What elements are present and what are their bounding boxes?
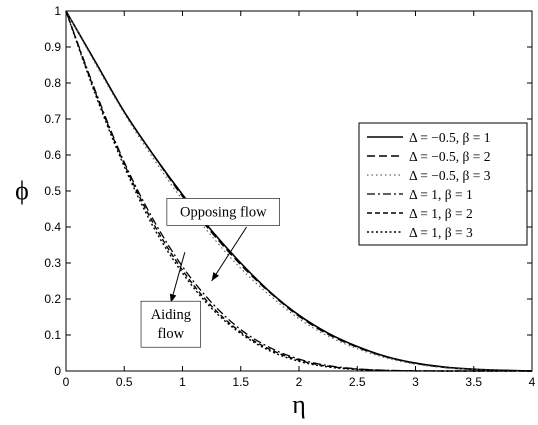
- x-tick-label: 4: [529, 375, 536, 389]
- annotation-1: Opposing flow: [166, 198, 280, 282]
- legend-label-1: Δ = −0.5, β = 1: [409, 130, 491, 145]
- legend-label-2: Δ = −0.5, β = 2: [409, 149, 491, 164]
- y-tick-label: 0.7: [44, 112, 61, 126]
- x-tick-label: 2: [296, 375, 303, 389]
- y-tick-label: 1: [54, 4, 61, 18]
- y-tick-label: 0.8: [44, 76, 61, 90]
- x-tick-label: 1.5: [232, 375, 249, 389]
- series-lines: [65, 10, 533, 372]
- axis-ticks: 0 0.5 1 1.5 2 2.5 3 3.5 4 0 0.1 0.2 0.3 0.4 0.5 0.6 0.7 0…: [44, 4, 535, 389]
- x-tick-label: 0: [63, 375, 70, 389]
- series-line-2: [65, 10, 533, 372]
- x-tick-label: 3: [412, 375, 419, 389]
- annotation-box: [166, 198, 280, 226]
- x-tick-label: 0.5: [116, 375, 133, 389]
- y-axis-label: ϕ: [15, 176, 29, 205]
- y-tick-label: 0.6: [44, 148, 61, 162]
- series-line-4: [65, 10, 532, 372]
- annotation-2: Aiding flow: [140, 252, 201, 348]
- annotation-arrow: [211, 226, 247, 282]
- annotation-arrow: [170, 252, 186, 303]
- annotation-text: Aiding: [151, 307, 191, 323]
- y-tick-label: 0.5: [44, 184, 61, 198]
- y-tick-label: 0: [54, 364, 61, 378]
- x-tick-label: 2.5: [349, 375, 366, 389]
- series-line-5: [65, 10, 532, 372]
- y-tick-label: 0.9: [44, 40, 61, 54]
- x-tick-label: 1: [179, 375, 186, 389]
- annotation-arrowhead: [211, 272, 219, 281]
- series-line-6: [65, 10, 532, 372]
- y-tick-label: 0.3: [44, 256, 61, 270]
- legend-box: [358, 122, 528, 246]
- annotation-text: Opposing flow: [180, 204, 267, 220]
- legend-label-5: Δ = 1, β = 2: [409, 206, 473, 221]
- annotation-arrowhead: [169, 293, 177, 303]
- legend: Δ = −0.5, β = 1 Δ = −0.5, β = 2 Δ = −0.5, …: [358, 122, 528, 246]
- series-line-1: [65, 10, 533, 372]
- x-tick-label: 3.5: [465, 375, 482, 389]
- x-axis-label: η: [292, 390, 306, 419]
- annotation-text: flow: [158, 326, 185, 342]
- legend-label-3: Δ = −0.5, β = 3: [409, 168, 491, 183]
- y-tick-label: 0.2: [44, 292, 61, 306]
- legend-label-4: Δ = 1, β = 1: [409, 187, 473, 202]
- legend-label-6: Δ = 1, β = 3: [409, 225, 473, 240]
- annotations: Opposing flow Aiding flow: [140, 198, 280, 348]
- annotation-box: [140, 300, 201, 348]
- y-tick-label: 0.1: [44, 328, 61, 342]
- y-tick-label: 0.4: [44, 220, 61, 234]
